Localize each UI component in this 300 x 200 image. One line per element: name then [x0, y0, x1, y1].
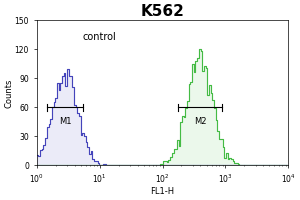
Text: control: control [82, 32, 116, 42]
Y-axis label: Counts: Counts [4, 78, 13, 108]
Text: M2: M2 [194, 117, 207, 126]
X-axis label: FL1-H: FL1-H [151, 187, 175, 196]
Title: K562: K562 [141, 4, 184, 19]
Text: M1: M1 [59, 117, 71, 126]
